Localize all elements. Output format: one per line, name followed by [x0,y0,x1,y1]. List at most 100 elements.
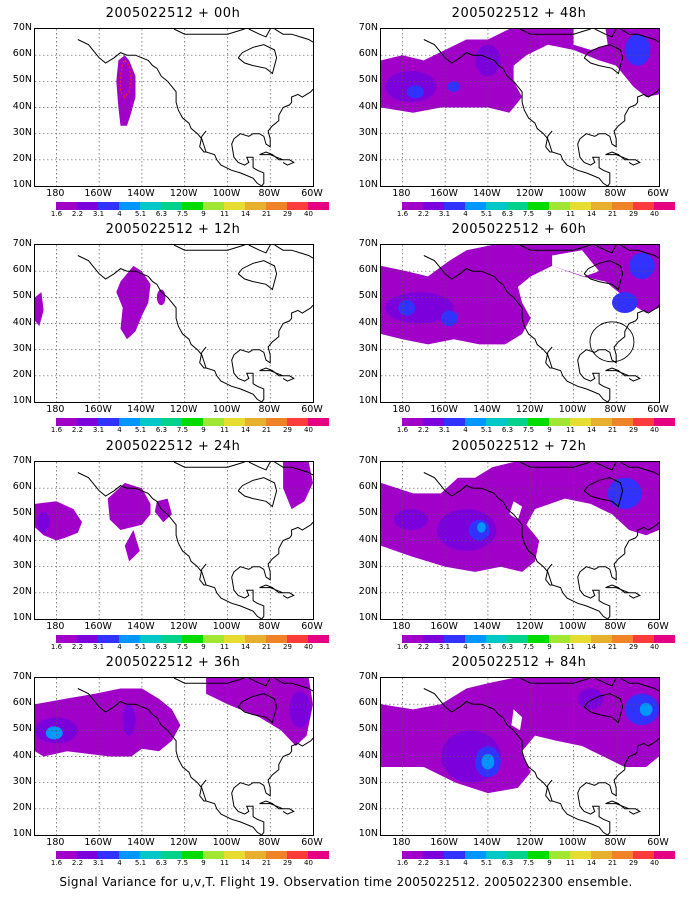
variance-contour-2 [107,482,151,530]
coastline [274,29,313,43]
coastline [594,462,617,471]
colorbar-swatch [507,851,528,859]
colorbar-label: 5.1 [134,643,147,651]
colorbar-swatch [287,202,308,210]
colorbar-swatch [119,851,140,859]
lon-tick-label: 140W [473,837,501,848]
coastline [274,462,313,476]
lat-tick-label: 20N [12,152,32,164]
lat-tick-label: 40N [12,100,32,112]
colorbar-swatch [98,202,119,210]
lon-tick-label: 180 [392,404,411,415]
colorbar-swatch [402,851,423,859]
coastline [577,737,659,835]
variance-map [35,245,313,402]
colorbar-swatch [56,418,77,426]
colorbar-swatch [140,635,161,643]
lat-tick-label: 10N [358,612,378,623]
lon-tick-label: 120W [169,188,198,199]
lat-tick-label: 50N [12,507,32,519]
coastline [274,678,313,692]
coastline [248,29,271,38]
panel-title: 2005022512 + 00h [105,6,241,21]
coastline [628,592,641,599]
colorbar-swatch [402,418,423,426]
colorbar-swatch [56,202,77,210]
map-area [380,461,660,620]
colorbar-swatch [224,851,245,859]
colorbar-swatch [633,635,654,643]
colorbar-label: 3.1 [438,859,451,867]
lon-tick-label: 120W [515,404,544,415]
colorbar-label: 21 [608,210,617,218]
lon-tick-label: 140W [473,188,501,199]
lon-tick-label: 120W [515,837,544,848]
lon-tick-label: 180 [392,837,411,848]
colorbar-swatch [612,418,633,426]
lon-tick-label: 80W [258,404,280,415]
map-panel-12h: 2005022512 + 12h 70N 60N 50N 40N 30N 20N 10N 180… [0,216,346,434]
colorbar-label: 14 [241,643,250,651]
colorbar-label: 21 [262,210,271,218]
coastline [199,779,207,802]
colorbar-label: 1.6 [50,859,63,867]
colorbar-swatch [98,418,119,426]
coastline [545,563,553,586]
map-area [34,244,314,403]
colorbar-swatch [77,418,98,426]
colorbar-swatch [287,635,308,643]
variance-contour-5 [629,252,655,279]
coastline [77,472,262,619]
colorbar-label: 40 [304,643,313,651]
panel-title: 2005022512 + 24h [105,439,241,454]
colorbar-label: 4 [463,643,468,651]
coastline [519,245,591,251]
variance-contour-1 [37,511,50,533]
colorbar-label: 2.2 [71,859,84,867]
colorbar-label: 6.3 [155,426,168,434]
colorbar [402,418,675,426]
colorbar-swatch [308,851,329,859]
colorbar-label: 5.1 [134,426,147,434]
colorbar-label: 14 [241,426,250,434]
variance-contour-2 [398,299,416,316]
colorbar-label: 2.2 [71,643,84,651]
lat-tick-label: 70N [358,455,378,466]
colorbar-label: 9 [547,426,552,434]
colorbar-label: 11 [566,426,575,434]
lon-tick-label: 60W [647,188,669,199]
colorbar-label: 7.5 [176,859,189,867]
variance-contour-0 [116,55,136,126]
colorbar-label: 40 [304,210,313,218]
coastline [259,584,284,594]
colorbar-swatch [287,851,308,859]
colorbar-swatch [423,635,444,643]
map-area [34,461,314,620]
lon-tick-label: 180 [392,188,411,199]
colorbar-swatch [245,851,266,859]
colorbar-swatch [465,851,486,859]
lat-tick-label: 50N [12,723,32,735]
colorbar-swatch [161,851,182,859]
colorbar-label: 2.2 [417,859,430,867]
colorbar-swatch [507,635,528,643]
colorbar-label: 21 [608,426,617,434]
coastline [237,44,278,75]
lat-tick-label: 40N [12,749,32,761]
colorbar-swatch [266,635,287,643]
variance-contour-5 [624,34,651,66]
colorbar-swatch [654,635,675,643]
coastline [628,159,641,166]
lat-tick-label: 30N [358,559,378,571]
coastline [259,800,284,810]
coastline [423,688,608,835]
colorbar-label: 29 [629,859,638,867]
colorbar-label: 5.1 [480,643,493,651]
colorbar-label: 7.5 [176,210,189,218]
colorbar-swatch [140,418,161,426]
coastline [423,255,608,402]
colorbar-label: 6.3 [501,643,514,651]
coastline [199,563,207,586]
colorbar-swatch [203,418,224,426]
map-panel-72h: 2005022512 + 72h 70N 60N 50N 40N 30N 20N 10N 180… [346,433,692,651]
